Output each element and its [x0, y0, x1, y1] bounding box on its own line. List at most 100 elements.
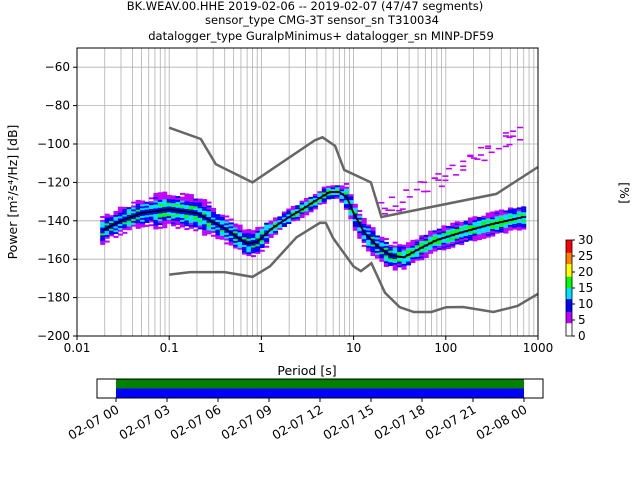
psd-cell — [499, 219, 505, 222]
psd-cell — [459, 221, 465, 224]
psd-cell — [202, 202, 208, 205]
psd-cell — [219, 218, 225, 221]
psd-cell — [499, 224, 505, 227]
psd-cell — [117, 212, 123, 215]
psd-cell — [242, 239, 248, 242]
psd-cell — [109, 230, 115, 233]
psd-cell — [326, 187, 332, 190]
psd-cell — [188, 203, 194, 206]
colorbar-segment — [566, 321, 572, 324]
psd-cell — [140, 208, 146, 211]
psd-cell — [503, 218, 509, 221]
psd-cell — [193, 219, 199, 222]
psd-cell — [188, 222, 194, 225]
psd-cell — [202, 226, 208, 229]
psd-cell — [445, 231, 451, 234]
psd-cell — [366, 237, 372, 240]
psd-cell — [113, 220, 119, 223]
psd-cell — [197, 204, 203, 207]
psd-cell — [202, 201, 208, 204]
psd-cell — [242, 250, 248, 253]
psd-cell — [162, 193, 168, 196]
psd-cell — [117, 229, 123, 232]
x-tick-label: 0.1 — [160, 341, 179, 355]
psd-cell — [441, 244, 447, 247]
psd-cell — [268, 222, 274, 225]
psd-cell — [510, 135, 517, 137]
psd-cell — [436, 243, 443, 247]
psd-cell — [503, 210, 509, 213]
psd-cell — [450, 236, 456, 239]
psd-cell — [268, 234, 274, 237]
psd-cell — [175, 199, 181, 202]
psd-cell — [399, 201, 406, 204]
psd-cell — [202, 199, 208, 202]
psd-cell — [335, 187, 341, 190]
psd-cell — [281, 217, 287, 220]
psd-cell — [109, 217, 115, 220]
psd-cell — [441, 238, 447, 241]
psd-cell — [273, 217, 279, 220]
psd-cell — [454, 228, 460, 231]
psd-cell — [295, 209, 301, 212]
psd-cell — [242, 248, 248, 251]
psd-cell — [104, 230, 110, 233]
psd-cell — [405, 261, 412, 264]
psd-cell — [148, 220, 154, 223]
psd-cell — [517, 138, 524, 141]
psd-cell — [383, 255, 389, 258]
psd-cell — [481, 215, 487, 218]
psd-cell — [472, 225, 478, 228]
psd-cell — [206, 220, 212, 223]
psd-cell — [348, 199, 354, 202]
psd-cell — [188, 217, 194, 220]
psd-cell — [374, 256, 380, 259]
psd-cell — [379, 238, 385, 241]
psd-cell — [459, 229, 465, 232]
psd-cell — [184, 203, 190, 206]
psd-cell — [472, 237, 478, 240]
psd-cell — [348, 209, 354, 212]
psd-cell — [242, 233, 248, 236]
psd-cell — [494, 216, 500, 219]
psd-cell — [255, 234, 261, 237]
psd-cell — [454, 234, 460, 237]
psd-cell — [162, 199, 168, 202]
colorbar-segment — [566, 331, 572, 334]
psd-cell — [397, 244, 403, 247]
psd-cell — [401, 267, 407, 270]
psd-cell — [166, 198, 172, 201]
psd-cell — [202, 206, 208, 209]
psd-cell — [339, 198, 345, 201]
psd-cell — [436, 245, 443, 248]
psd-cell — [383, 257, 389, 260]
psd-cell — [175, 222, 181, 225]
psd-cell — [100, 216, 106, 219]
psd-cell — [401, 261, 407, 264]
psd-cell — [126, 226, 132, 229]
psd-cell — [357, 231, 363, 234]
psd-cell — [449, 164, 456, 167]
psd-cell — [188, 220, 194, 223]
psd-cell — [490, 221, 496, 224]
psd-cell — [419, 235, 425, 238]
psd-cell — [521, 210, 527, 213]
psd-cell — [224, 242, 230, 245]
psd-cell — [188, 219, 194, 222]
psd-cell — [206, 213, 212, 216]
psd-cell — [472, 218, 478, 221]
psd-cell — [308, 196, 314, 199]
psd-cell — [264, 245, 270, 248]
psd-cell — [445, 237, 451, 240]
psd-cell — [485, 145, 492, 148]
psd-cell — [264, 241, 270, 244]
psd-cell — [153, 200, 159, 203]
psd-cell — [117, 210, 123, 213]
colorbar-segment — [566, 276, 572, 279]
psd-cell — [109, 228, 115, 231]
psd-cell — [153, 227, 159, 230]
psd-cell — [405, 263, 412, 266]
psd-cell — [153, 206, 159, 209]
psd-cell — [516, 228, 522, 231]
psd-cell — [202, 233, 208, 236]
